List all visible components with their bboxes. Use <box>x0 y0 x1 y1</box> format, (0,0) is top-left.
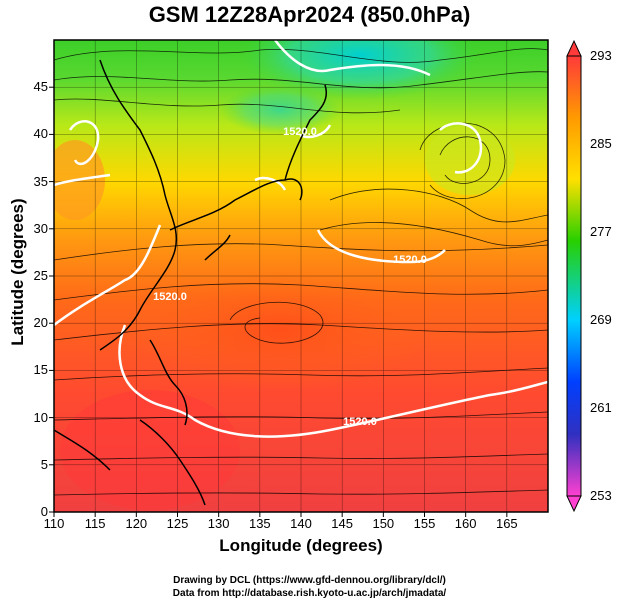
x-tick-label: 130 <box>207 516 230 531</box>
y-tick-label: 30 <box>33 220 48 236</box>
x-tick-label: 140 <box>290 516 312 531</box>
colorbar <box>566 39 582 513</box>
streamlines <box>54 48 548 496</box>
colorbar-bottom-arrow <box>566 495 582 513</box>
y-tick-label: 35 <box>33 173 48 189</box>
y-tick-label: 45 <box>33 79 48 95</box>
contour-label: 1520.0 <box>393 254 427 266</box>
colorbar-top-arrow <box>566 39 582 57</box>
x-tick-label: 165 <box>495 516 518 531</box>
map-title: GSM 12Z28Apr2024 (850.0hPa) <box>148 2 471 27</box>
x-tick-label: 135 <box>248 516 271 531</box>
x-axis-ticks <box>53 512 508 517</box>
x-tick-label: 160 <box>454 516 477 531</box>
y-axis-label: Latitude (degrees) <box>8 198 27 346</box>
x-tick-label: 115 <box>84 516 106 531</box>
x-tick-label: 150 <box>372 516 395 531</box>
credit-data: Data from http://database.rish.kyoto-u.a… <box>172 588 447 599</box>
x-tick-label: 120 <box>125 516 148 531</box>
x-tick-label: 155 <box>413 516 436 531</box>
y-axis-ticks <box>49 86 54 513</box>
colorbar-label: 293 <box>590 48 612 63</box>
y-tick-label: 5 <box>40 456 48 472</box>
credit-drawing: Drawing by DCL (https://www.gfd-dennou.o… <box>173 575 446 586</box>
contour-label: 1520.0 <box>283 126 317 138</box>
y-tick-label: 10 <box>33 409 48 425</box>
coastlines <box>54 59 327 506</box>
x-tick-label: 125 <box>166 516 189 531</box>
y-tick-label: 20 <box>33 315 48 331</box>
temperature-field <box>54 40 548 512</box>
colorbar-label: 285 <box>590 136 612 151</box>
x-tick-label: 110 <box>43 516 65 531</box>
colorbar-label: 277 <box>590 224 612 239</box>
colorbar-label: 269 <box>590 312 612 327</box>
x-tick-label: 145 <box>331 516 353 531</box>
contour-label: 1520.0 <box>343 416 377 428</box>
y-tick-label: 25 <box>33 268 48 283</box>
y-tick-label: 40 <box>33 126 48 142</box>
y-tick-label: 0 <box>40 504 48 519</box>
y-tick-label: 15 <box>33 362 48 378</box>
colorbar-label: 261 <box>590 400 612 415</box>
grid-lines <box>54 40 548 512</box>
contour-label: 1520.0 <box>153 291 187 303</box>
contour-lines <box>54 40 548 438</box>
colorbar-label: 253 <box>590 488 612 503</box>
x-axis-label: Longitude (degrees) <box>219 536 383 555</box>
